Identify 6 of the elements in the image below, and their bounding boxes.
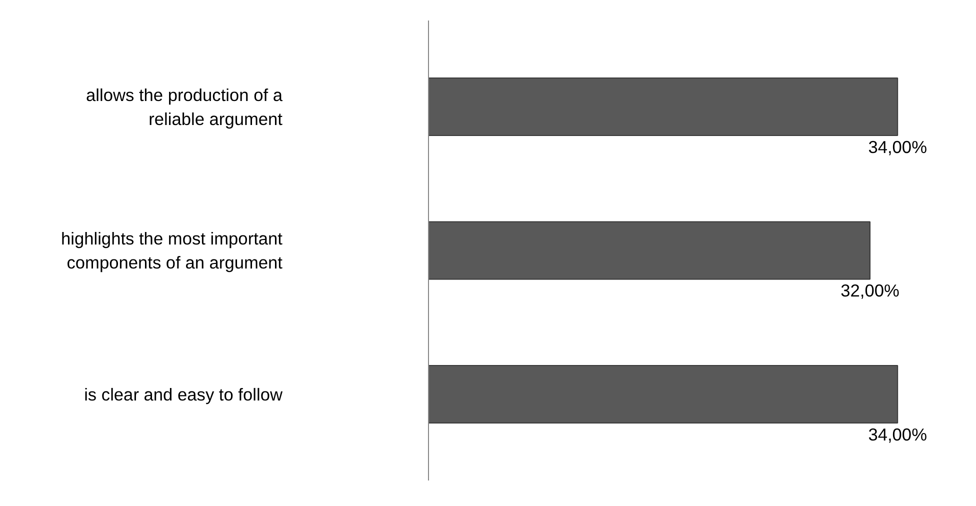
y-tick-label: highlights the most important components of an argument — [60, 228, 283, 272]
data-label: 34,00% — [868, 136, 927, 157]
data-label: 34,00% — [868, 424, 927, 444]
y-tick-label: allows the production of a reliable argument — [86, 84, 283, 129]
data-label: 32,00% — [840, 280, 900, 301]
y-tick-label: is clear and easy to follow — [84, 384, 283, 404]
